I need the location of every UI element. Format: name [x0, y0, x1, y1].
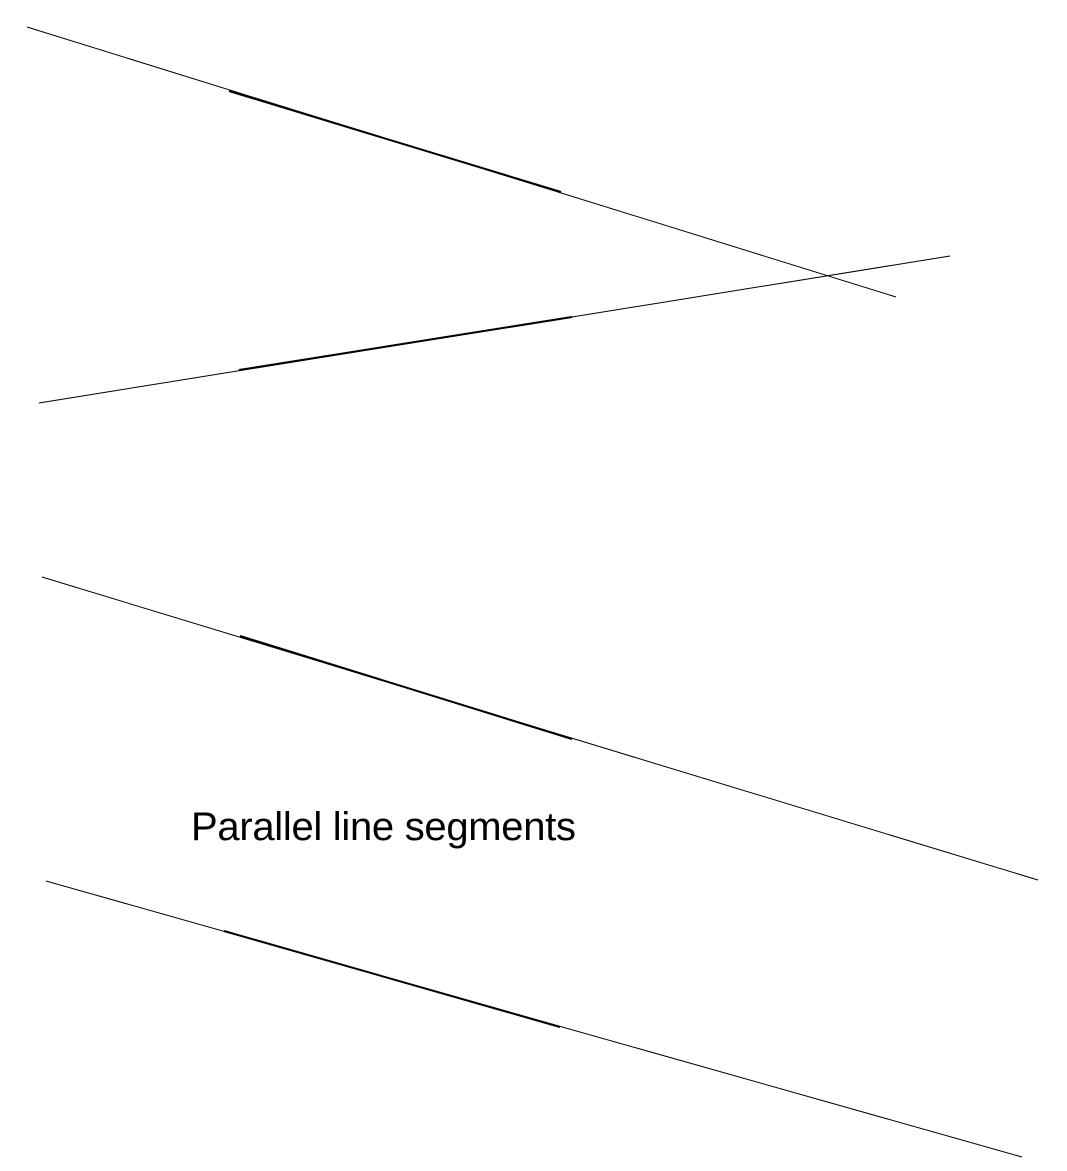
line-d-segment: [223, 930, 561, 1028]
line-c-segment: [239, 635, 573, 740]
line-a-segment: [228, 90, 562, 193]
diagram-caption: Parallel line segments: [191, 805, 576, 849]
line-b-segment: [238, 316, 573, 371]
